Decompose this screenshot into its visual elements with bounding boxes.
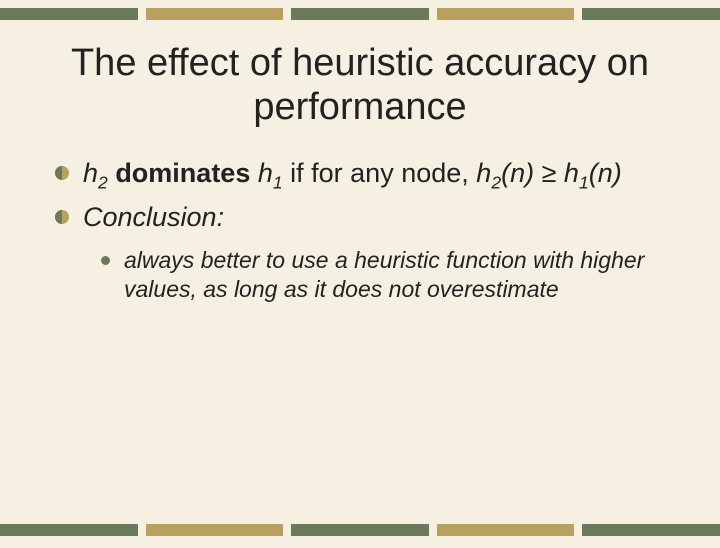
bullet-icon [55,166,69,180]
bullet-item: h2 dominates h1 if for any node, h2(n) ≥… [55,157,680,194]
bullet-text: h2 dominates h1 if for any node, h2(n) ≥… [83,157,622,194]
bullet-icon [55,210,69,224]
slide-title: The effect of heuristic accuracy on perf… [40,42,680,129]
sub-bullet-item: always better to use a heuristic functio… [101,246,680,304]
slide-content: h2 dominates h1 if for any node, h2(n) ≥… [55,157,680,304]
bottom-divider [0,524,720,536]
bullet-item: Conclusion: [55,201,680,235]
sub-bullet-dot-icon [101,256,110,265]
top-divider [0,8,720,20]
sub-bullet-text: always better to use a heuristic functio… [124,246,680,304]
bullet-text: Conclusion: [83,201,224,235]
